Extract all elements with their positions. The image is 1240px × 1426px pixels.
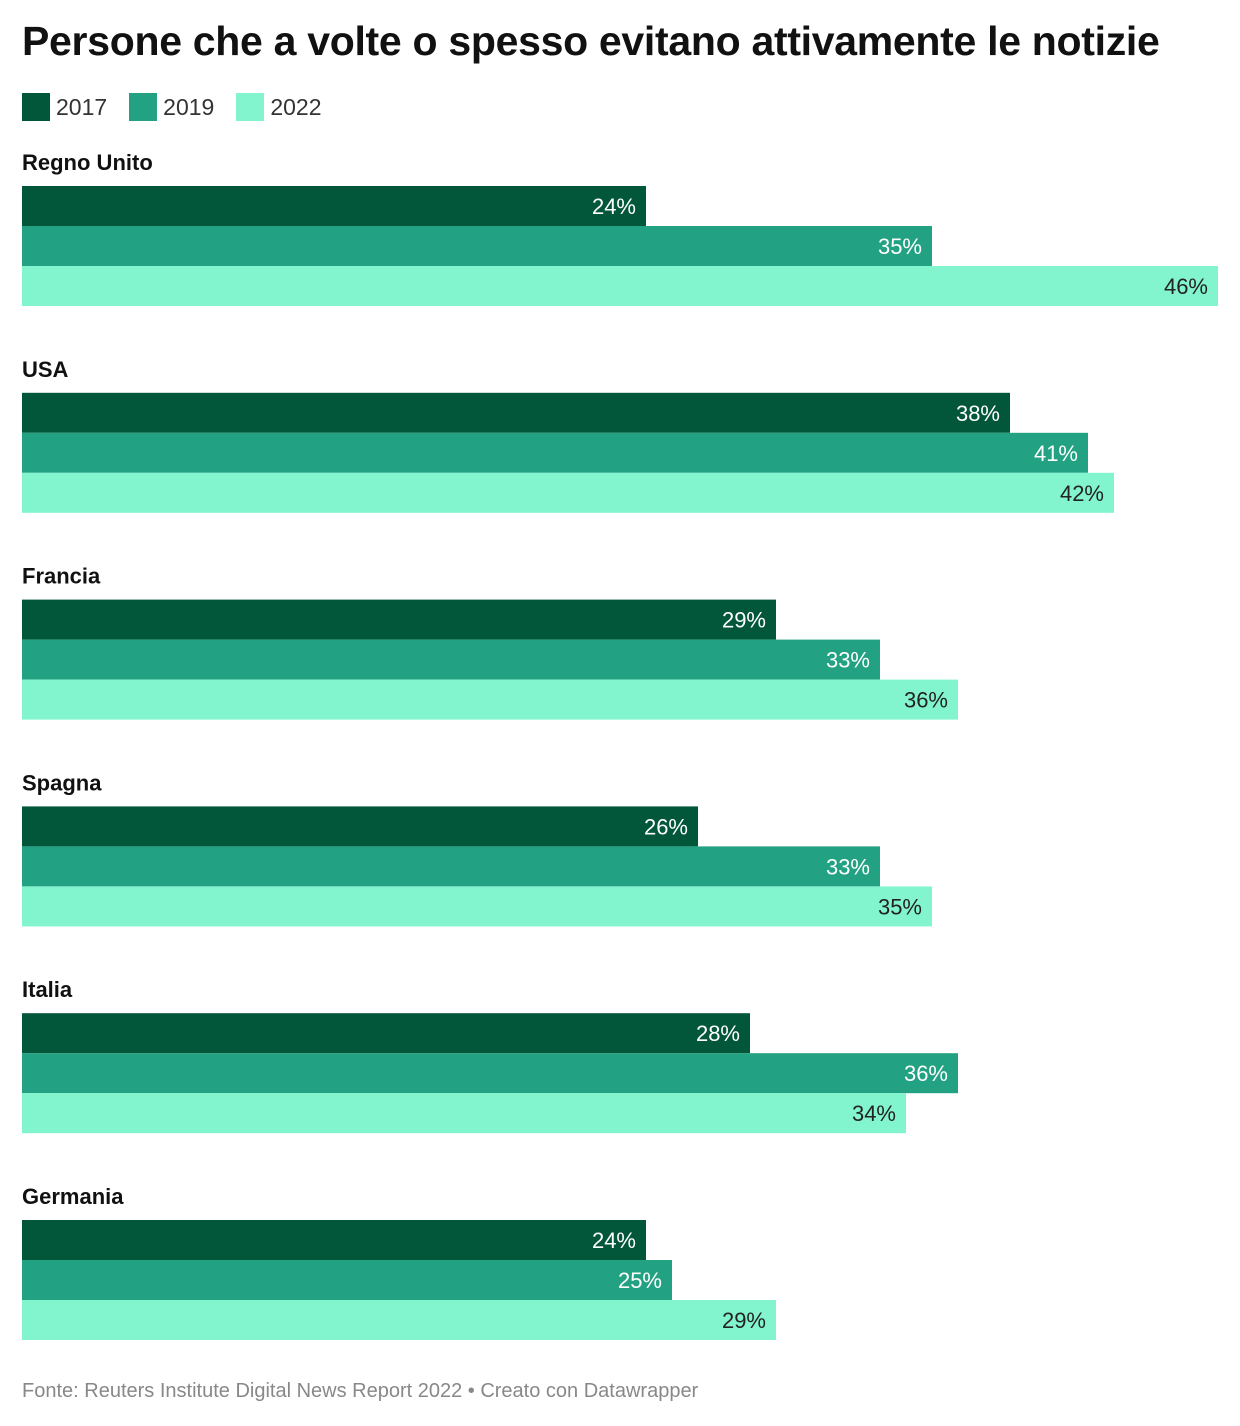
bar-italia-2017 [22,1013,750,1054]
value-label-regno-unito-2017: 24% [592,194,636,219]
category-label-usa: USA [22,357,69,382]
legend-label-2019: 2019 [163,93,215,120]
legend-swatch-2019 [129,93,158,121]
value-label-francia-2017: 29% [722,608,766,633]
category-label-italia: Italia [22,977,73,1002]
source-note: Fonte: Reuters Institute Digital News Re… [22,1380,699,1402]
bar-italia-2019 [22,1053,958,1094]
legend-item-2019: 2019 [129,93,214,121]
bar-chart: Regno Unito 24% 35% 46% USA 38% 41% 42% Francia 2… [22,150,1218,1340]
value-label-usa-2022: 42% [1060,481,1104,506]
value-label-germania-2017: 24% [592,1228,636,1253]
value-label-francia-2019: 33% [826,648,870,673]
value-label-spagna-2022: 35% [878,894,922,919]
value-label-italia-2017: 28% [696,1021,740,1046]
value-label-italia-2022: 34% [852,1101,896,1126]
legend-item-2022: 2022 [236,93,322,121]
bar-spagna-2017 [22,806,698,847]
bar-spagna-2019 [22,846,880,887]
value-label-usa-2017: 38% [956,401,1000,426]
bar-usa-2019 [22,432,1088,473]
legend-label-2022: 2022 [270,93,322,120]
bar-germania-2017 [22,1220,646,1260]
legend: 2017 2019 2022 [22,92,344,122]
value-label-regno-unito-2022: 46% [1164,274,1208,299]
bar-germania-2022 [22,1300,776,1340]
bar-regno-unito-2019 [22,226,932,266]
value-label-spagna-2017: 26% [644,814,688,839]
bar-regno-unito-2022 [22,266,1218,306]
value-label-germania-2019: 25% [618,1268,662,1293]
bar-usa-2022 [22,472,1114,513]
category-label-francia: Francia [22,564,101,589]
bar-usa-2017 [22,392,1010,433]
bar-francia-2017 [22,599,776,640]
bar-spagna-2022 [22,886,932,927]
value-label-francia-2022: 36% [904,688,948,713]
bar-francia-2019 [22,639,880,680]
value-label-regno-unito-2019: 35% [878,234,922,259]
category-label-regno-unito: Regno Unito [22,150,153,175]
value-label-italia-2019: 36% [904,1061,948,1086]
legend-item-2017: 2017 [22,93,107,121]
bar-germania-2019 [22,1260,672,1300]
category-label-spagna: Spagna [22,770,102,795]
value-label-spagna-2019: 33% [826,854,870,879]
bar-italia-2022 [22,1093,906,1134]
chart-title: Persone che a volte o spesso evitano att… [22,18,1160,64]
value-label-germania-2022: 29% [722,1308,766,1333]
legend-label-2017: 2017 [56,93,108,120]
legend-swatch-2022 [236,93,265,121]
category-label-germania: Germania [22,1184,124,1209]
legend-swatch-2017 [22,93,50,121]
value-label-usa-2019: 41% [1034,441,1078,466]
bar-francia-2022 [22,679,958,720]
bar-regno-unito-2017 [22,186,646,226]
